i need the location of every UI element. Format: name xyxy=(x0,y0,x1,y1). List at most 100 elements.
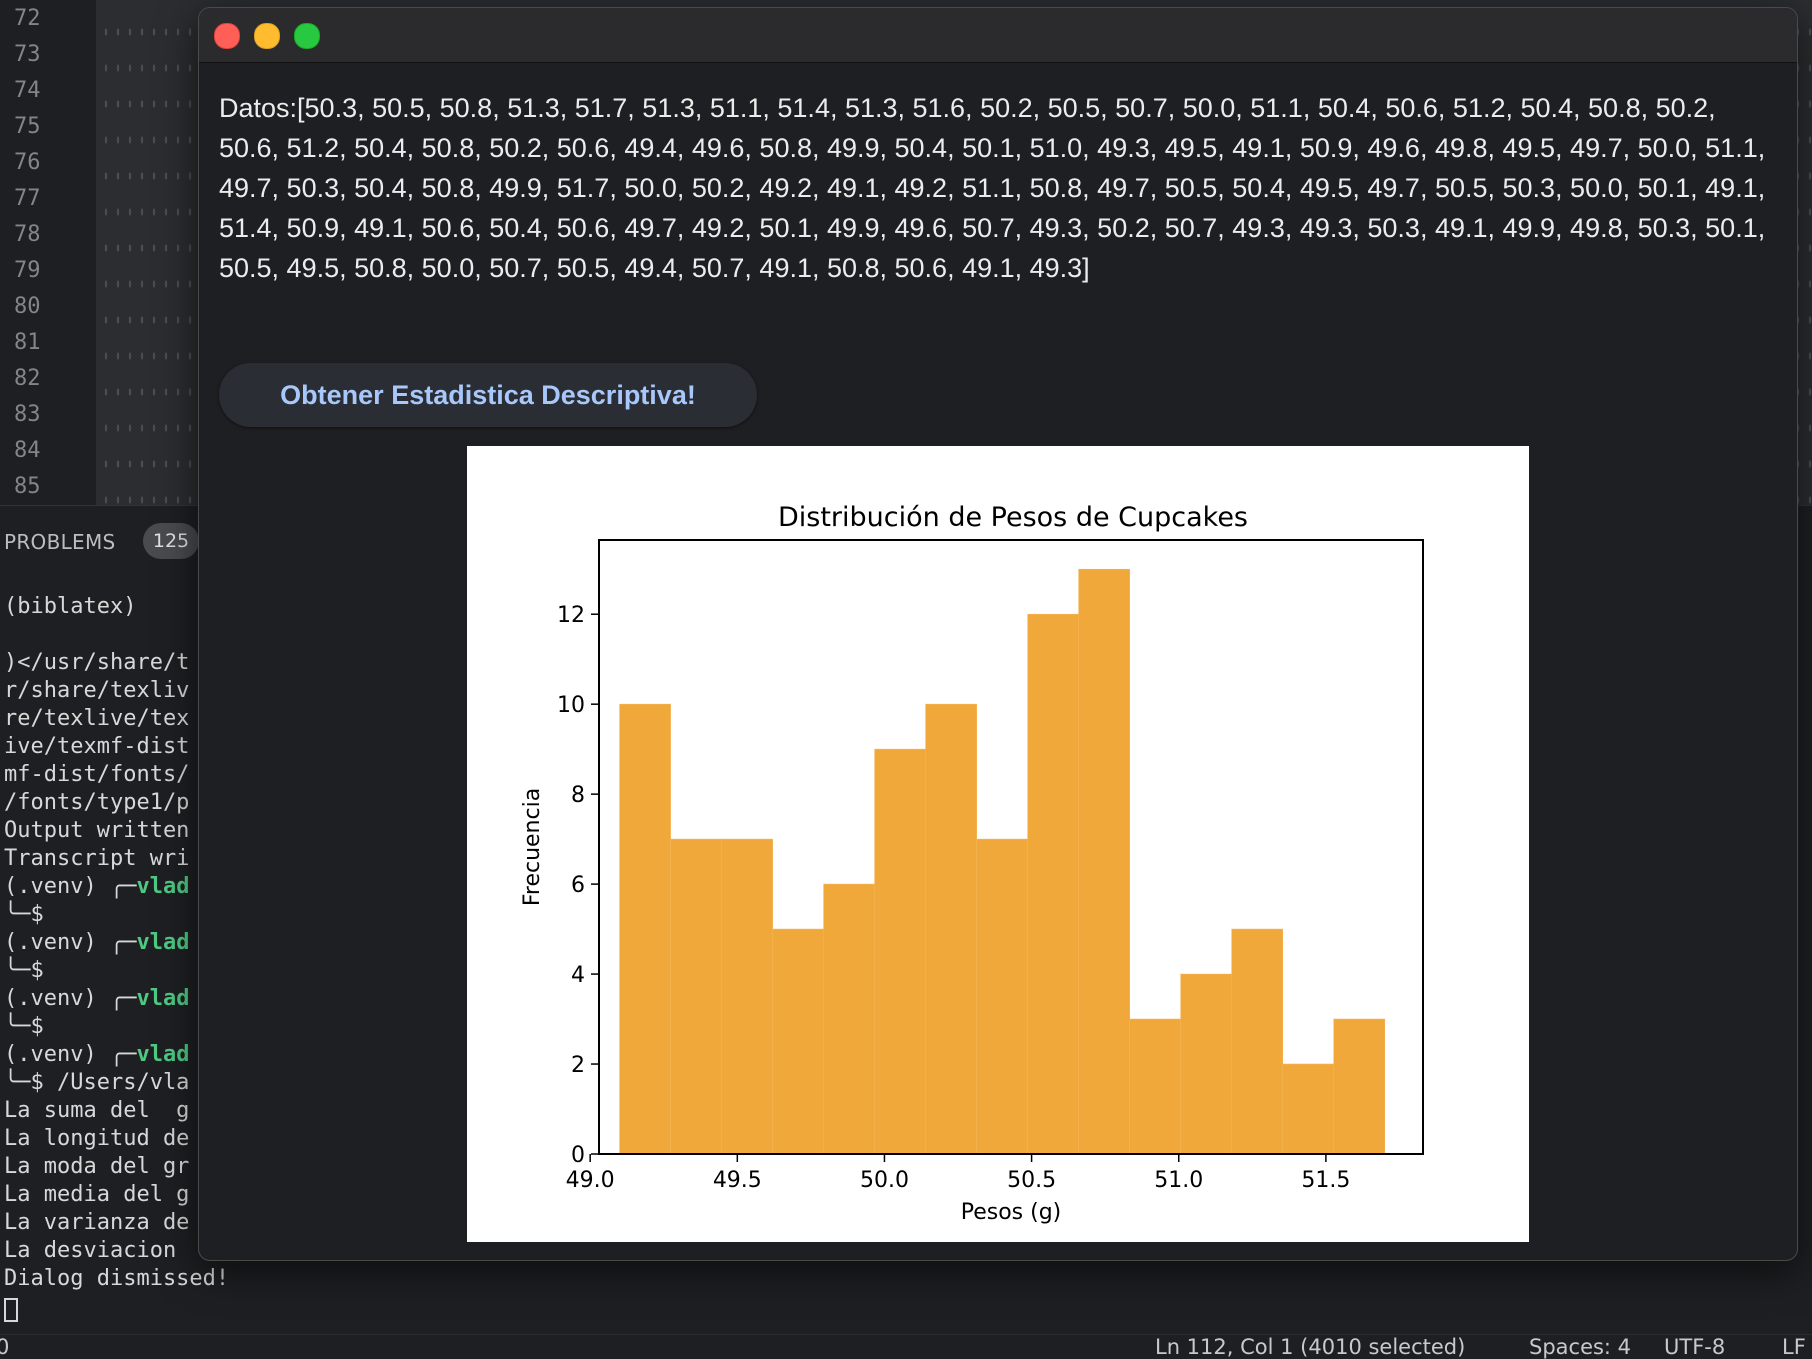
terminal-line-text: re/texlive/tex xyxy=(4,706,190,731)
minimize-window-icon[interactable] xyxy=(254,23,280,49)
histogram-bar xyxy=(925,703,977,1155)
status-left[interactable]: 0 xyxy=(0,1335,10,1359)
get-descriptive-stats-button[interactable]: Obtener Estadistica Descriptiva! xyxy=(219,363,757,427)
terminal-line-text: (.venv) ╭─ xyxy=(4,986,137,1011)
terminal-line-text: (.venv) ╭─ xyxy=(4,874,137,899)
terminal-line-text: (.venv) ╭─ xyxy=(4,930,137,955)
y-tick-label: 2 xyxy=(571,1053,585,1078)
line-number: 79 xyxy=(14,258,41,283)
histogram-bar xyxy=(1333,1018,1386,1155)
x-tick-label: 51.0 xyxy=(1154,1168,1203,1193)
histogram-bar xyxy=(1078,568,1130,1155)
line-number: 83 xyxy=(14,402,41,427)
terminal-line-text: (.venv) ╭─ xyxy=(4,1042,137,1067)
histogram-bars xyxy=(619,568,1386,1155)
line-number: 74 xyxy=(14,78,41,103)
y-tick-label: 6 xyxy=(571,873,585,898)
maximize-window-icon[interactable] xyxy=(294,23,320,49)
chart-title: Distribución de Pesos de Cupcakes xyxy=(778,502,1248,533)
x-tick-label: 49.0 xyxy=(566,1168,615,1193)
terminal-line: ╰─$ xyxy=(4,1013,44,1041)
terminal-line: re/texlive/tex xyxy=(4,705,189,733)
line-number: 81 xyxy=(14,330,41,355)
terminal-line-text: /fonts/type1/p xyxy=(4,790,190,815)
line-number: 85 xyxy=(14,474,41,499)
histogram-bar xyxy=(976,838,1028,1155)
x-axis-ticks: 49.0 49.5 50.0 50.5 51.0 51.5 xyxy=(566,1154,1350,1193)
x-axis-label: Pesos (g) xyxy=(961,1200,1062,1225)
y-tick-label: 8 xyxy=(571,783,585,808)
terminal-line: La longitud de xyxy=(4,1125,189,1153)
histogram-bar xyxy=(619,703,671,1155)
line-number: 77 xyxy=(14,186,41,211)
terminal-line: (.venv) ╭─vlad xyxy=(4,1041,189,1069)
terminal-line-text: La suma del g xyxy=(4,1098,190,1123)
x-tick-label: 49.5 xyxy=(713,1168,762,1193)
terminal-line-text: La longitud de xyxy=(4,1126,190,1151)
histogram-bar xyxy=(1027,613,1079,1155)
terminal-line-text: (biblatex) xyxy=(4,594,137,619)
terminal-line: ╰─$ xyxy=(4,901,44,929)
histogram-bar xyxy=(1231,928,1284,1155)
stats-dialog-window: Datos:[50.3, 50.5, 50.8, 51.3, 51.7, 51.… xyxy=(198,7,1798,1261)
terminal-line: mf-dist/fonts/ xyxy=(4,761,189,789)
terminal-cursor xyxy=(4,1298,18,1322)
terminal-line: /fonts/type1/p xyxy=(4,789,189,817)
y-tick-label: 0 xyxy=(571,1143,585,1168)
status-bar: 0 Ln 112, Col 1 (4010 selected) Spaces: … xyxy=(0,1334,1812,1359)
histogram-bar xyxy=(670,838,722,1155)
terminal-line: Output written xyxy=(4,817,189,845)
terminal-line: ╰─$ /Users/vla xyxy=(4,1069,189,1097)
histogram-bar xyxy=(1282,1063,1335,1155)
x-tick-label: 50.0 xyxy=(860,1168,909,1193)
x-tick-label: 50.5 xyxy=(1007,1168,1056,1193)
terminal-line: La suma del g xyxy=(4,1097,189,1125)
histogram-chart: Distribución de Pesos de Cupcakes 49.0 49… xyxy=(467,446,1529,1242)
histogram-svg: Distribución de Pesos de Cupcakes 49.0 49… xyxy=(520,502,1424,1225)
y-tick-label: 12 xyxy=(557,603,585,628)
terminal-line-text: ╰─$ xyxy=(4,1014,44,1039)
status-eol[interactable]: LF xyxy=(1782,1335,1806,1359)
window-titlebar[interactable] xyxy=(199,8,1797,63)
terminal-username: vlad xyxy=(136,1042,190,1067)
y-tick-label: 4 xyxy=(571,963,585,988)
line-number: 80 xyxy=(14,294,41,319)
terminal-line-text: La desviacion xyxy=(4,1238,177,1263)
terminal-line: (.venv) ╭─vlad xyxy=(4,929,189,957)
terminal-line-text: Dialog dismissed! xyxy=(4,1266,230,1291)
terminal-username: vlad xyxy=(136,930,190,955)
line-number: 75 xyxy=(14,114,41,139)
terminal-username: vlad xyxy=(136,874,190,899)
status-cursor-position[interactable]: Ln 112, Col 1 (4010 selected) xyxy=(1155,1335,1466,1359)
line-number: 82 xyxy=(14,366,41,391)
line-number: 84 xyxy=(14,438,41,463)
terminal-line-text: ╰─$ xyxy=(4,958,44,983)
tab-problems[interactable]: PROBLEMS xyxy=(4,530,116,554)
y-axis-label: Frecuencia xyxy=(520,788,545,906)
terminal-line-text: Output written xyxy=(4,818,190,843)
terminal-line-text: La media del g xyxy=(4,1182,190,1207)
line-number: 76 xyxy=(14,150,41,175)
histogram-bar xyxy=(1180,973,1233,1155)
terminal-line: La media del g xyxy=(4,1181,189,1209)
histogram-bar xyxy=(1129,1018,1182,1155)
terminal-username: vlad xyxy=(136,986,190,1011)
terminal-line-text: ╰─$ /Users/vla xyxy=(4,1070,190,1095)
line-number: 73 xyxy=(14,42,41,67)
close-window-icon[interactable] xyxy=(214,23,240,49)
histogram-bar xyxy=(874,748,926,1155)
histogram-bar xyxy=(772,928,824,1155)
terminal-line-text: ╰─$ xyxy=(4,902,44,927)
terminal-line: (.venv) ╭─vlad xyxy=(4,873,189,901)
y-axis-ticks: 0 2 4 6 8 10 12 xyxy=(557,603,599,1168)
terminal-line-text: Transcript wri xyxy=(4,846,190,871)
terminal-line-text: mf-dist/fonts/ xyxy=(4,762,190,787)
terminal-line: r/share/texliv xyxy=(4,677,189,705)
status-encoding[interactable]: UTF-8 xyxy=(1664,1335,1726,1359)
y-tick-label: 10 xyxy=(557,693,585,718)
line-number: 72 xyxy=(14,6,41,31)
terminal-line-text: La varianza de xyxy=(4,1210,190,1235)
terminal-line-text: ive/texmf-dist xyxy=(4,734,190,759)
status-indentation[interactable]: Spaces: 4 xyxy=(1529,1335,1632,1359)
terminal-line-text: )</usr/share/t xyxy=(4,650,190,675)
